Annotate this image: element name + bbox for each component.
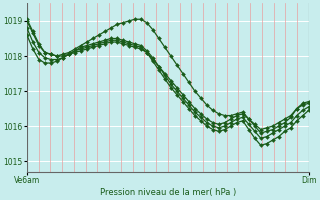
X-axis label: Pression niveau de la mer( hPa ): Pression niveau de la mer( hPa ) — [100, 188, 236, 197]
